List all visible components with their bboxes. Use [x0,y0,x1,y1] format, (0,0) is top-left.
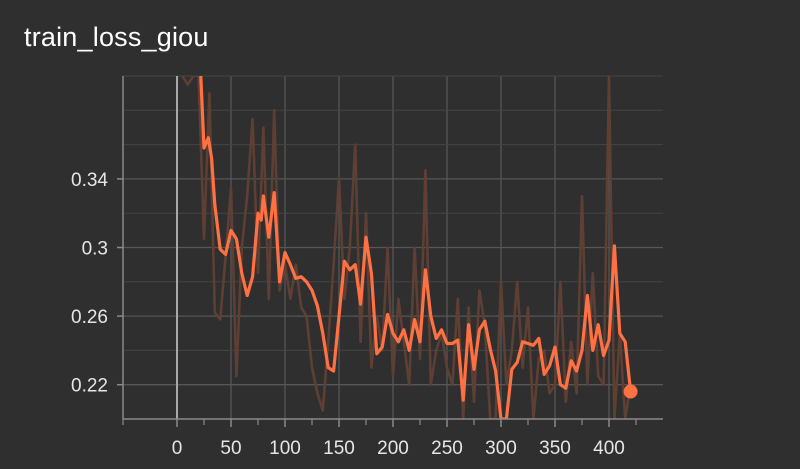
raw-series-line [181,76,632,419]
y-tick-label: 0.34 [71,170,108,191]
smoothed-series-layer [199,76,638,419]
raw-series-layer [181,76,632,419]
x-tick-label: 50 [220,438,241,459]
smoothed-series-line [199,76,633,419]
x-tick-label: 150 [323,438,355,459]
chart-title: train_loss_giou [24,22,209,52]
x-tick-label: 250 [431,438,463,459]
x-tick-label: 200 [377,438,409,459]
x-tick-label: 400 [593,438,625,459]
x-tick-label: 0 [172,438,183,459]
x-tick-label: 300 [485,438,517,459]
x-tick-label: 350 [539,438,571,459]
x-tick-label: 100 [269,438,301,459]
y-tick-label: 0.26 [71,307,108,328]
axes [117,76,663,427]
y-tick-label: 0.3 [82,239,108,260]
last-point-marker [623,384,638,399]
tick-labels: 0.22 0.26 0.3 0.34 0 50 100 150 200 250 300 350 400 [71,170,625,459]
y-tick-label: 0.22 [71,376,108,397]
